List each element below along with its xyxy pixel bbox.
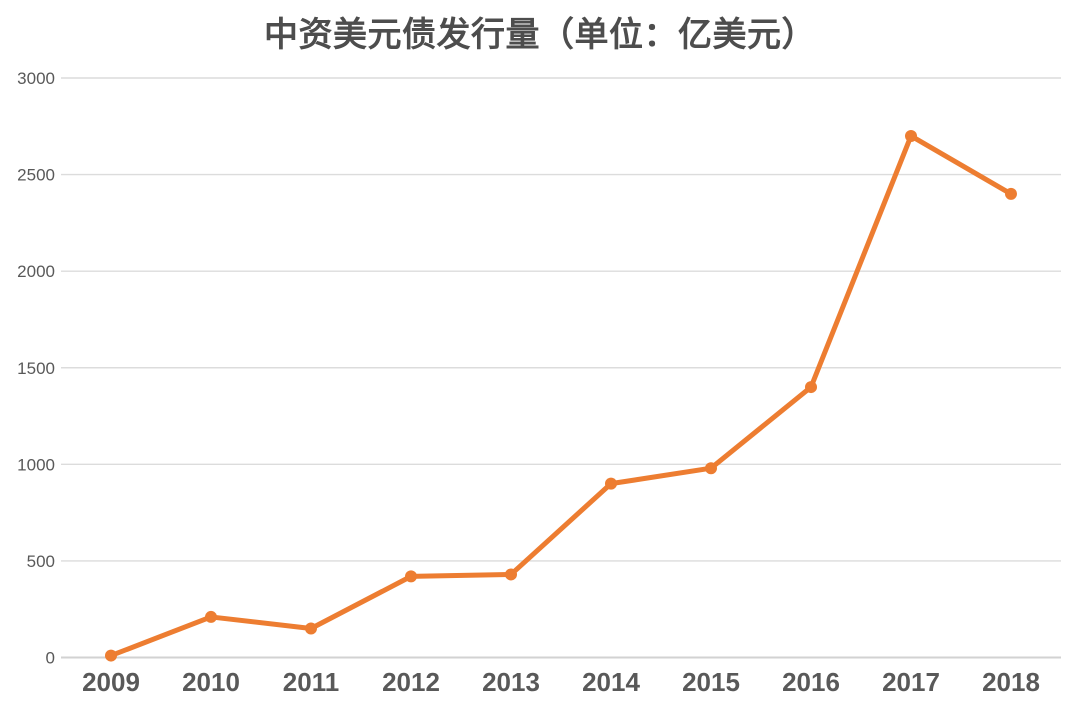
data-point-2010: [205, 610, 217, 623]
y-axis-tick-label: 2500: [17, 166, 55, 185]
y-axis-tick-label: 0: [46, 649, 55, 668]
data-point-2015: [705, 462, 717, 475]
x-axis-tick-label: 2014: [582, 667, 640, 697]
data-series-line: [108, 133, 1014, 659]
y-axis-tick-label: 500: [27, 552, 55, 571]
x-axis-tick-label: 2015: [682, 667, 740, 697]
data-point-2011: [305, 622, 317, 635]
x-axis-tick-label: 2018: [982, 667, 1040, 697]
y-axis-tick-label: 1500: [17, 359, 55, 378]
y-axis-tick-label: 1000: [17, 455, 55, 474]
data-point-2016: [805, 381, 817, 394]
y-axis-tick-label: 2000: [17, 262, 55, 281]
x-axis-tick-label: 2013: [482, 667, 540, 697]
x-axis-tick-label: 2011: [283, 667, 339, 697]
data-point-2017: [905, 129, 917, 142]
data-point-2014: [605, 477, 617, 490]
data-point-2018: [1005, 187, 1017, 200]
x-axis-tick-label: 2017: [882, 667, 940, 697]
x-axis-tick-label: 2012: [382, 667, 440, 697]
data-point-2013: [505, 568, 517, 581]
y-axis-tick-label: 3000: [17, 69, 55, 88]
x-axis-tick-label: 2010: [182, 667, 240, 697]
x-axis-tick-label: 2009: [82, 667, 140, 697]
data-point-2009: [105, 649, 117, 662]
data-point-2012: [405, 570, 417, 583]
x-axis-tick-label: 2016: [782, 667, 840, 697]
chart-title: 中资美元债发行量（单位：亿美元）: [264, 16, 816, 54]
